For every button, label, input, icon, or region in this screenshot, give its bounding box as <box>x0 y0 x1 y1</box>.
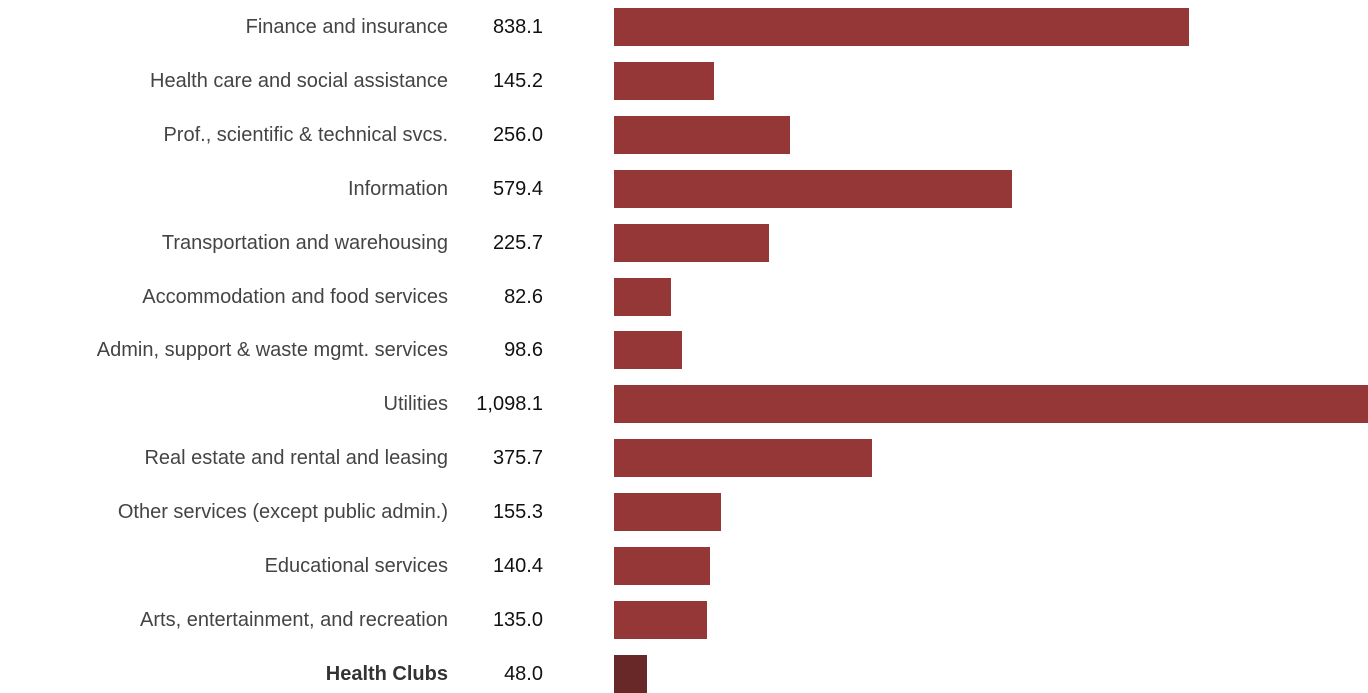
bar-row: Prof., scientific & technical svcs. 256.0 <box>0 115 1368 154</box>
value-label: 98.6 <box>504 339 543 362</box>
bar <box>614 277 671 316</box>
bar <box>614 223 769 262</box>
category-label: Finance and insurance <box>245 16 448 38</box>
value-label: 1,098.1 <box>476 393 543 416</box>
category-label: Utilities <box>383 393 448 416</box>
category-label: Prof., scientific & technical svcs. <box>163 123 448 146</box>
category-label: Real estate and rental and leasing <box>144 447 448 470</box>
value-label: 375.7 <box>492 447 543 470</box>
value-label: 579.4 <box>492 177 543 200</box>
bar <box>614 385 1368 424</box>
bar-row: Health Clubs 48.0 <box>0 654 1368 693</box>
value-label: 82.6 <box>504 285 543 308</box>
category-label: Arts, entertainment, and recreation <box>140 608 448 631</box>
bar-row: Educational services 140.4 <box>0 547 1368 585</box>
bar-row: Transportation and warehousing 225.7 <box>0 223 1368 262</box>
value-label: 140.4 <box>492 555 543 577</box>
category-label: Other services (except public admin.) <box>117 501 448 524</box>
category-label: Educational services <box>264 555 448 577</box>
category-label: Health care and social assistance <box>150 69 448 92</box>
category-label: Accommodation and food services <box>142 285 448 308</box>
bar-row: Admin, support & waste mgmt. services 98.… <box>0 331 1368 370</box>
bar-row: Real estate and rental and leasing 375.7 <box>0 439 1368 478</box>
value-label: 155.3 <box>492 501 543 524</box>
value-label: 48.0 <box>504 662 543 685</box>
value-label: 838.1 <box>492 16 543 38</box>
category-label: Information <box>347 177 448 200</box>
bar <box>614 547 710 585</box>
category-label: Health Clubs <box>325 662 448 685</box>
bar <box>614 115 790 154</box>
value-label: 225.7 <box>492 231 543 254</box>
value-label: 135.0 <box>492 608 543 631</box>
bar <box>614 654 647 693</box>
bar-row: Information 579.4 <box>0 169 1368 208</box>
value-label: 145.2 <box>492 69 543 92</box>
bar <box>614 8 1189 46</box>
bar-row: Utilities 1,098.1 <box>0 385 1368 424</box>
bar-row: Arts, entertainment, and recreation 135.0 <box>0 600 1368 639</box>
bar-row: Accommodation and food services 82.6 <box>0 277 1368 316</box>
category-label: Admin, support & waste mgmt. services <box>96 339 448 362</box>
bar-row: Other services (except public admin.) 155… <box>0 493 1368 532</box>
value-label: 256.0 <box>492 123 543 146</box>
category-label: Transportation and warehousing <box>161 231 448 254</box>
bar <box>614 439 872 478</box>
bar <box>614 493 721 532</box>
bar-row: Health care and social assistance 145.2 <box>0 61 1368 100</box>
bar <box>614 169 1012 208</box>
bar <box>614 600 707 639</box>
bar <box>614 331 682 370</box>
bar-row: Finance and insurance 838.1 <box>0 8 1368 46</box>
bar <box>614 61 714 100</box>
